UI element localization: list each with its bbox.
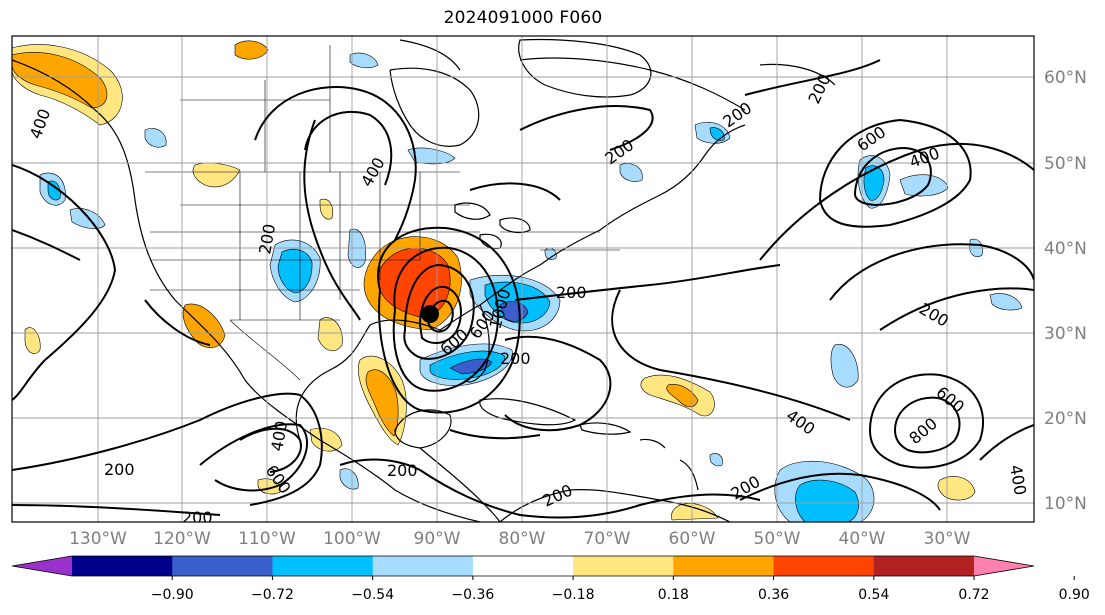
colorbar-segment	[773, 556, 875, 576]
lon-label: 70°W	[584, 529, 631, 549]
colorbar-segment	[372, 556, 474, 576]
lon-label: 90°W	[414, 529, 461, 549]
political-boundaries	[145, 45, 620, 381]
lat-label: 20°N	[1044, 409, 1087, 429]
storm-center-marker	[421, 305, 439, 323]
lon-label: 100°W	[323, 529, 381, 549]
contour-label: 200	[556, 283, 587, 302]
lat-label: 50°N	[1044, 154, 1087, 174]
lon-label: 60°W	[669, 529, 716, 549]
lat-label: 40°N	[1044, 239, 1087, 259]
colorbar	[11, 555, 1035, 577]
lon-label: 50°W	[754, 529, 801, 549]
colorbar-extend-high	[974, 556, 1034, 576]
lon-label: 130°W	[69, 529, 127, 549]
lon-label: 30°W	[924, 529, 971, 549]
colorbar-segment	[472, 556, 574, 576]
colorbar-segment	[172, 556, 273, 576]
contour-label: 200	[500, 349, 531, 368]
colorbar-extend-low	[12, 556, 72, 576]
height-contours	[12, 59, 1034, 519]
lat-label: 30°N	[1044, 324, 1087, 344]
colorbar-segment	[873, 556, 975, 576]
colorbar-segment	[573, 556, 674, 576]
colorbar-tick-label: −0.18	[552, 587, 595, 603]
colorbar-tick-labels: −0.90 −0.72 −0.54 −0.36 −0.18 0.18 0.36 0.54 0.7…	[151, 576, 1090, 603]
coastlines	[12, 38, 836, 522]
colorbar-tick-label: 0.90	[1059, 587, 1090, 603]
latitude-labels: 60°N 50°N 40°N 30°N 20°N 10°N	[1044, 68, 1087, 514]
colorbar-segment	[72, 556, 173, 576]
contour-label: 200	[387, 461, 418, 480]
colorbar-tick-label: 0.72	[958, 587, 989, 603]
colorbar-tick-label: 0.18	[658, 587, 689, 603]
lon-label: 40°W	[839, 529, 886, 549]
contour-label: 200	[182, 508, 213, 527]
contour-label: 200	[104, 460, 135, 479]
lat-label: 10°N	[1044, 494, 1087, 514]
map-title: 2024091000 F060	[443, 8, 603, 28]
colorbar-segment	[272, 556, 374, 576]
colorbar-tick-label: 0.36	[758, 587, 789, 603]
colorbar-outline	[11, 555, 1035, 577]
colorbar-tick-label: −0.36	[451, 587, 494, 603]
lon-label: 80°W	[499, 529, 546, 549]
map-frame	[11, 35, 1035, 523]
colorbar-tick-label: 0.54	[858, 587, 889, 603]
colorbar-tick-label: −0.90	[151, 587, 194, 603]
lon-label: 120°W	[153, 529, 211, 549]
colorbar-tick-label: −0.54	[351, 587, 394, 603]
longitude-labels: 130°W 120°W 110°W 100°W 90°W 80°W 70°W 6…	[69, 529, 971, 549]
colorbar-tick-label: −0.72	[251, 587, 294, 603]
lon-label: 110°W	[238, 529, 296, 549]
lat-label: 60°N	[1044, 68, 1087, 88]
colorbar-segment	[673, 556, 775, 576]
